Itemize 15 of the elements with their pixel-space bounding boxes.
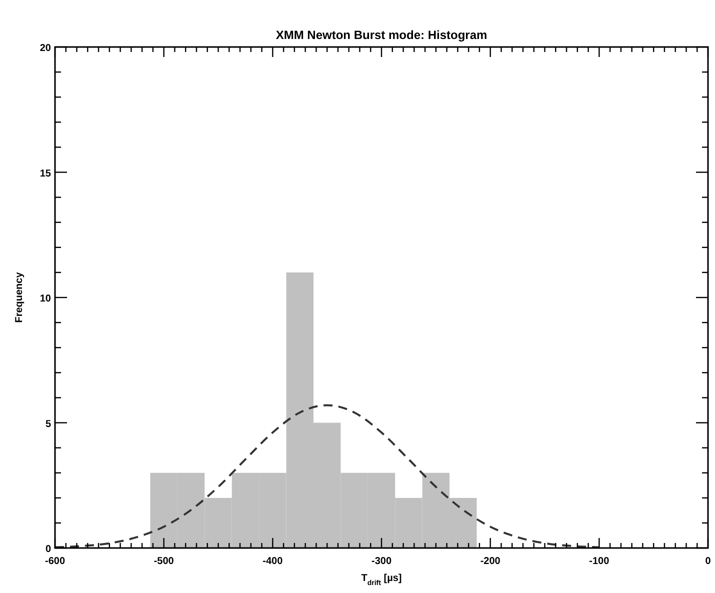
- y-tick-label: 20: [40, 43, 52, 54]
- y-tick-label: 10: [40, 294, 52, 304]
- y-tick-label: 15: [40, 168, 52, 180]
- y-axis-title: Frequency: [14, 272, 25, 323]
- x-tick-label: -300: [371, 556, 392, 567]
- x-tick-label: -100: [589, 556, 610, 567]
- y-tick-label: 0: [45, 544, 52, 555]
- y-tick-label: 5: [45, 418, 52, 430]
- x-tick-label: -200: [480, 556, 501, 567]
- x-tick-label: -600: [44, 556, 66, 567]
- x-tick-label: 0: [705, 556, 712, 567]
- chart-title: XMM Newton Burst mode: Histogram: [276, 28, 488, 42]
- x-tick-label: -500: [154, 556, 174, 567]
- x-axis-title: T$_{drift}$ [µs]: [361, 573, 402, 586]
- x-tick-label: -400: [262, 556, 284, 567]
